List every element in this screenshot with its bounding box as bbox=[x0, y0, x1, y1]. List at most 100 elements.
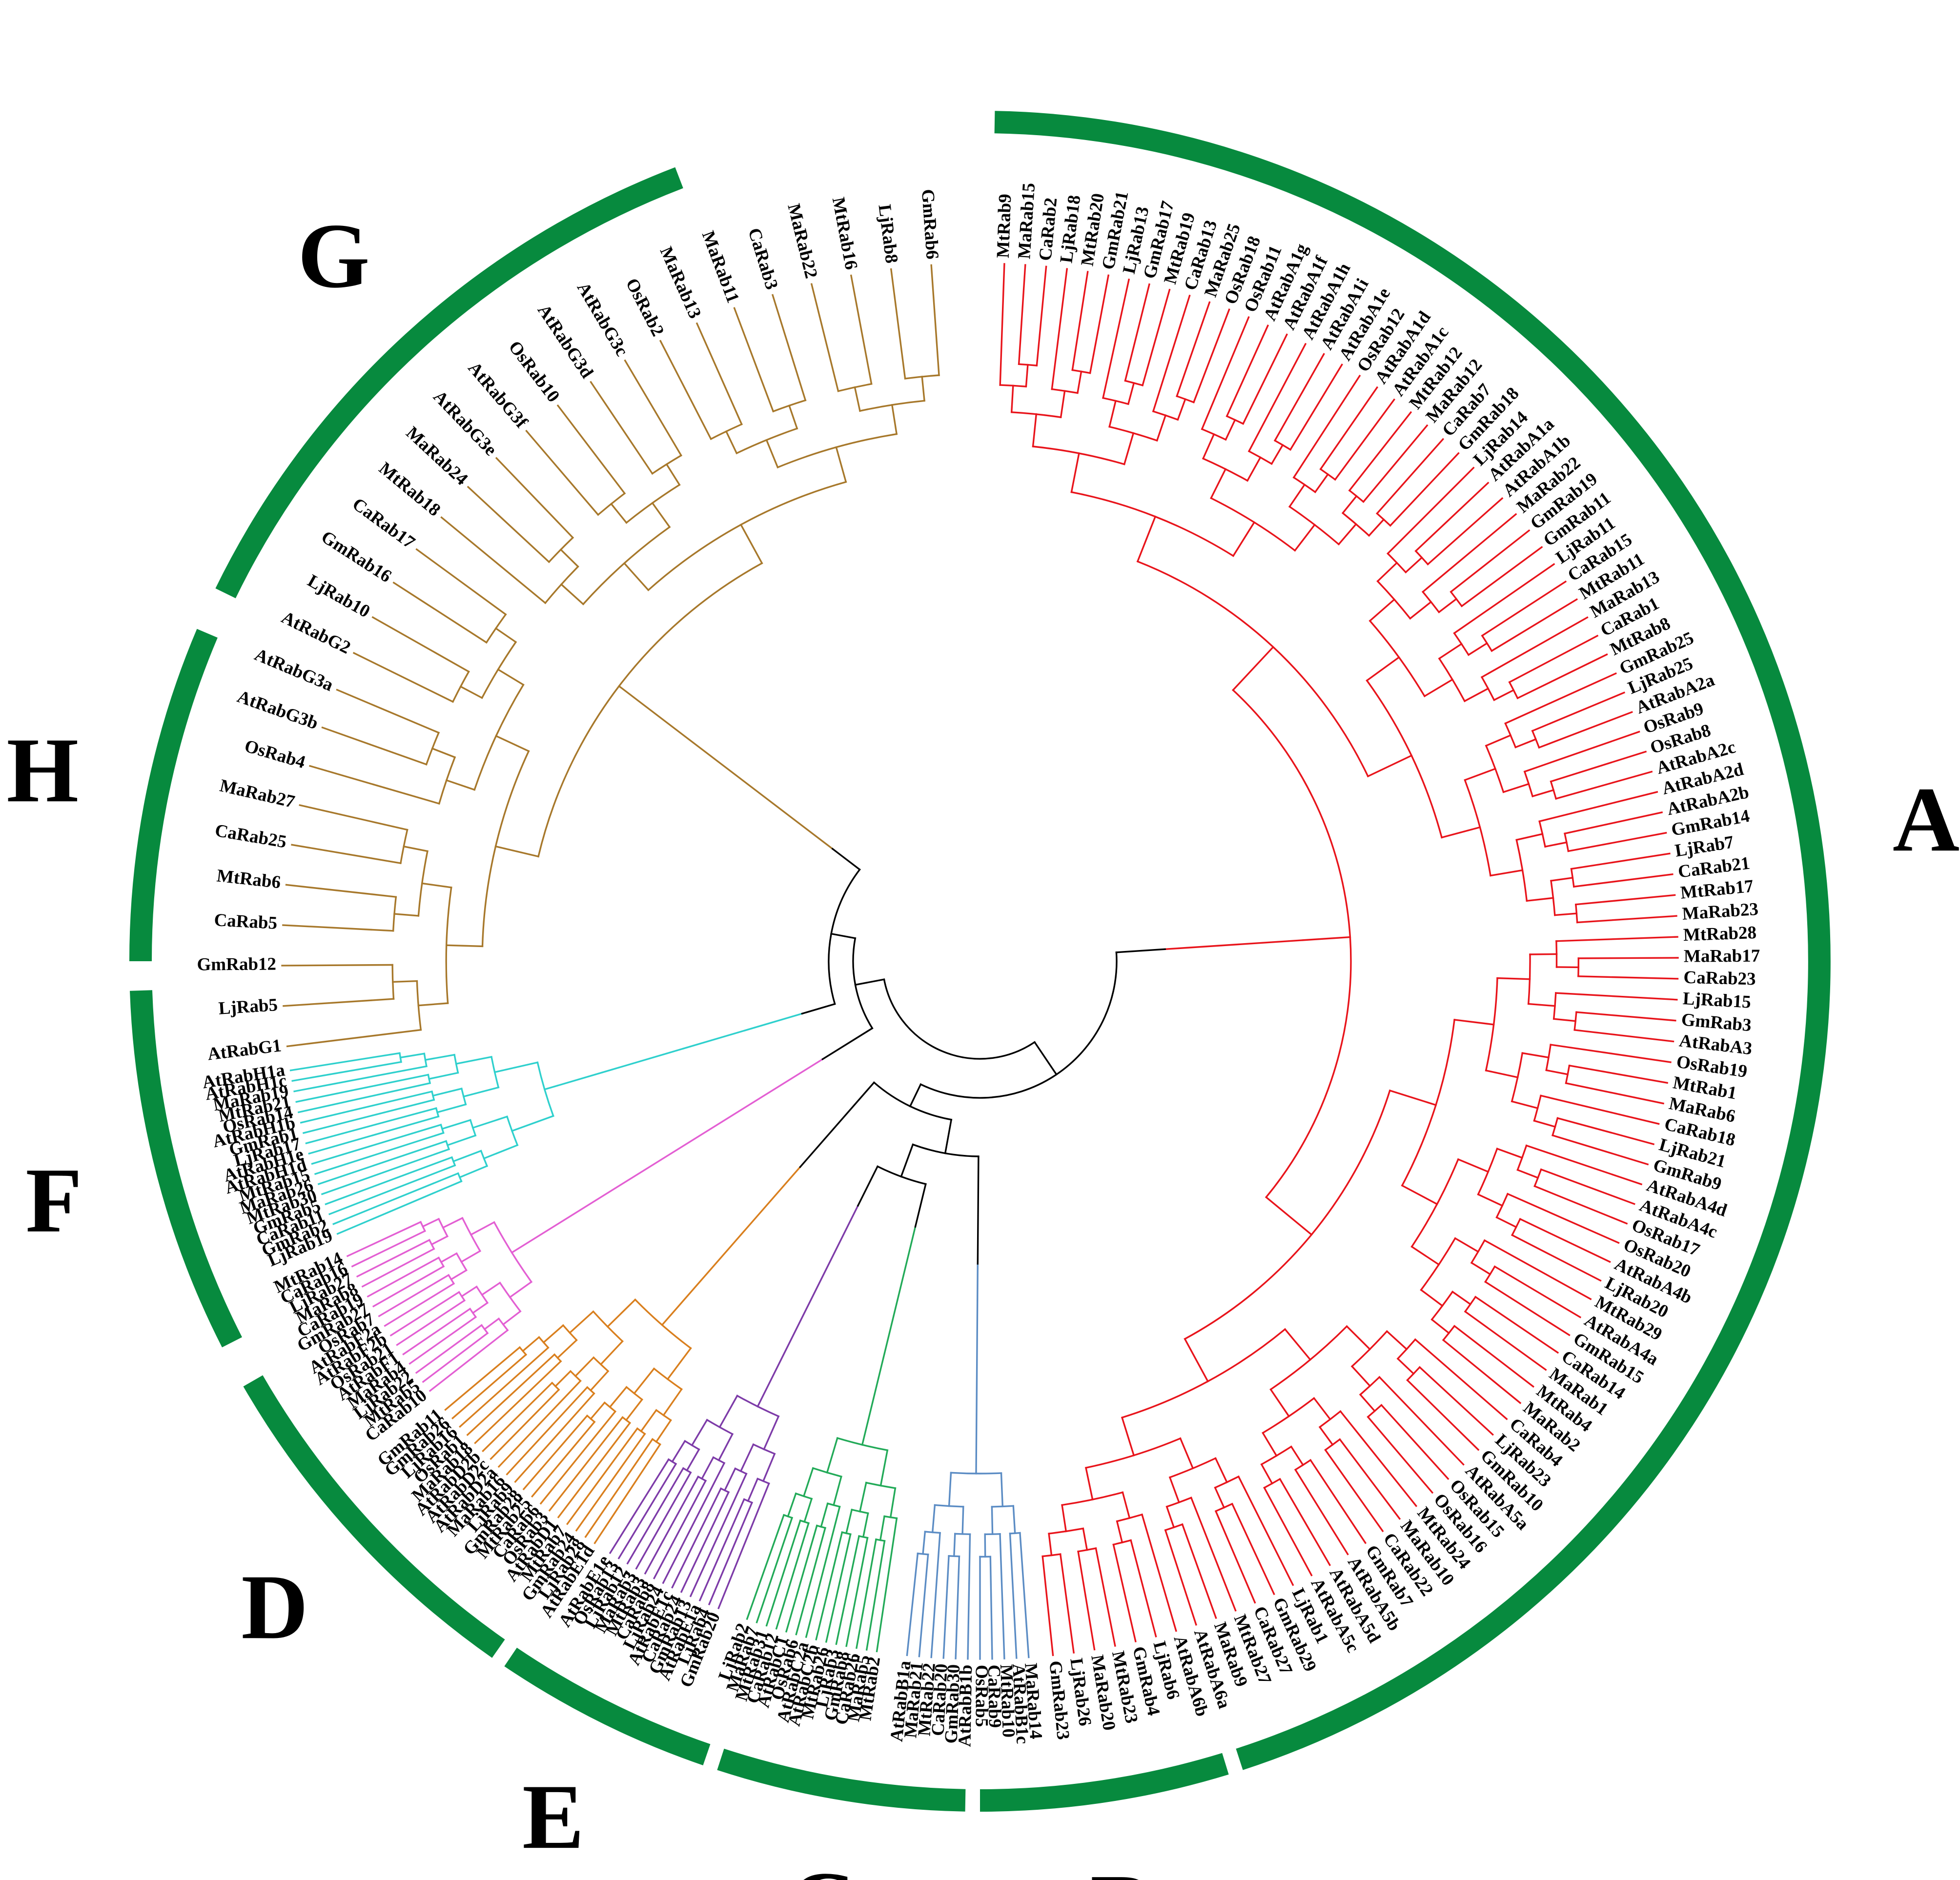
tree-branch bbox=[1523, 730, 1640, 773]
tree-branch bbox=[1366, 656, 1400, 682]
tree-branch bbox=[1350, 1365, 1371, 1387]
tree-branch bbox=[1533, 1119, 1556, 1128]
tree-branch bbox=[1019, 1532, 1030, 1658]
tree-branch bbox=[723, 1467, 736, 1492]
tree-branch bbox=[1265, 1196, 1313, 1236]
tree-branch bbox=[428, 1071, 459, 1080]
tree-branch bbox=[1246, 456, 1262, 482]
tree-branch bbox=[1531, 691, 1626, 732]
tree-branch bbox=[820, 1502, 829, 1528]
clade-letter-e: E bbox=[522, 1766, 584, 1868]
tree-branch bbox=[460, 1250, 482, 1263]
tree-branch bbox=[441, 1119, 471, 1130]
tree-branch bbox=[314, 1132, 445, 1175]
tree-branch bbox=[803, 1497, 813, 1523]
tree-branch bbox=[293, 1065, 428, 1092]
tree-branch bbox=[623, 562, 650, 591]
tree-branch bbox=[402, 1308, 471, 1355]
tree-branch bbox=[999, 263, 1005, 386]
tree-branch bbox=[1242, 333, 1288, 425]
tree-branch bbox=[1190, 1496, 1237, 1612]
tree-branch bbox=[698, 1498, 745, 1601]
clade-letter-a: A bbox=[1893, 768, 1960, 871]
tree-branch bbox=[785, 1524, 818, 1633]
tree-branch bbox=[328, 1164, 456, 1215]
tree-branch bbox=[440, 1252, 458, 1263]
tree-branch bbox=[566, 1427, 639, 1525]
tree-branch bbox=[1214, 1486, 1225, 1509]
backbone-branch bbox=[1115, 948, 1166, 953]
tree-branch bbox=[1288, 483, 1306, 508]
tree-branch bbox=[747, 1477, 759, 1502]
tree-branch bbox=[1270, 444, 1284, 465]
tree-branch bbox=[1152, 294, 1191, 413]
tree-branch bbox=[286, 1029, 422, 1048]
tree-branch bbox=[445, 779, 476, 791]
tree-branch bbox=[662, 1388, 683, 1416]
tree-branch bbox=[999, 1533, 1005, 1659]
leaf-label: MtRab9 bbox=[993, 194, 1016, 259]
leaf-label: OsRab10 bbox=[505, 337, 564, 406]
tree-branch bbox=[1457, 1158, 1490, 1173]
tree-branch bbox=[1214, 1457, 1228, 1484]
tree-branch bbox=[497, 668, 525, 686]
tree-branch bbox=[1485, 734, 1512, 747]
tree-branch bbox=[835, 446, 847, 483]
tree-branch bbox=[289, 1052, 401, 1071]
leaf-label: GmRab6 bbox=[918, 188, 942, 260]
tree-branch bbox=[755, 1516, 794, 1624]
tree-branch bbox=[470, 1221, 495, 1236]
leaf-label: CaRab3 bbox=[744, 225, 782, 292]
tree-branch bbox=[1515, 833, 1544, 841]
tree-branch bbox=[1048, 1533, 1053, 1557]
tree-branch bbox=[436, 1103, 467, 1113]
clade-bar-f bbox=[130, 990, 242, 1348]
tree-branch bbox=[1564, 811, 1663, 835]
tree-branch bbox=[356, 1239, 431, 1278]
tree-branch bbox=[1202, 433, 1215, 460]
tree-branch bbox=[1314, 473, 1329, 493]
leaf-label: CaRab23 bbox=[1683, 968, 1756, 990]
backbone-branch bbox=[1033, 1041, 1058, 1076]
tree-branch bbox=[422, 1332, 489, 1383]
clade-c-subtree bbox=[746, 1226, 917, 1653]
tree-branch bbox=[1112, 1543, 1137, 1643]
tree-branch bbox=[671, 1439, 686, 1463]
tree-branch bbox=[442, 1217, 464, 1229]
tree-branch bbox=[1181, 1523, 1217, 1619]
tree-branch bbox=[666, 1347, 692, 1380]
tree-branch bbox=[1460, 546, 1543, 607]
clade-d-subtree bbox=[444, 1166, 801, 1544]
tree-branch bbox=[1164, 1529, 1197, 1626]
tree-branch bbox=[1401, 1184, 1438, 1206]
tree-branch bbox=[367, 1256, 440, 1298]
tree-branch bbox=[462, 1086, 500, 1098]
tree-branch bbox=[1533, 1185, 1628, 1225]
tree-branch bbox=[1293, 524, 1316, 552]
tree-branch bbox=[1496, 977, 1531, 980]
tree-branch bbox=[1409, 601, 1432, 620]
tree-branch bbox=[1124, 283, 1150, 382]
tree-branch bbox=[1570, 852, 1671, 870]
tree-branch bbox=[1231, 1502, 1275, 1596]
tree-branch bbox=[1511, 1234, 1602, 1282]
tree-branch bbox=[879, 1449, 889, 1487]
tree-branch bbox=[825, 1533, 852, 1643]
tree-branch bbox=[291, 1061, 402, 1082]
tree-branch bbox=[1474, 1295, 1559, 1354]
tree-branch bbox=[336, 688, 440, 734]
tree-branch bbox=[787, 1492, 797, 1517]
tree-branch bbox=[953, 1533, 956, 1557]
clade-stem bbox=[510, 1058, 824, 1254]
tree-branch bbox=[1165, 1505, 1175, 1529]
tree-branch bbox=[522, 1415, 589, 1491]
tree-branch bbox=[332, 1172, 459, 1225]
tree-branch bbox=[321, 726, 428, 766]
tree-branch bbox=[351, 1230, 426, 1268]
tree-branch bbox=[483, 1144, 519, 1160]
backbone-branch bbox=[944, 1118, 953, 1154]
tree-branch bbox=[717, 1433, 734, 1461]
tree-branch bbox=[671, 1487, 722, 1589]
tree-branch bbox=[1531, 789, 1555, 798]
tree-branch bbox=[311, 1123, 442, 1165]
